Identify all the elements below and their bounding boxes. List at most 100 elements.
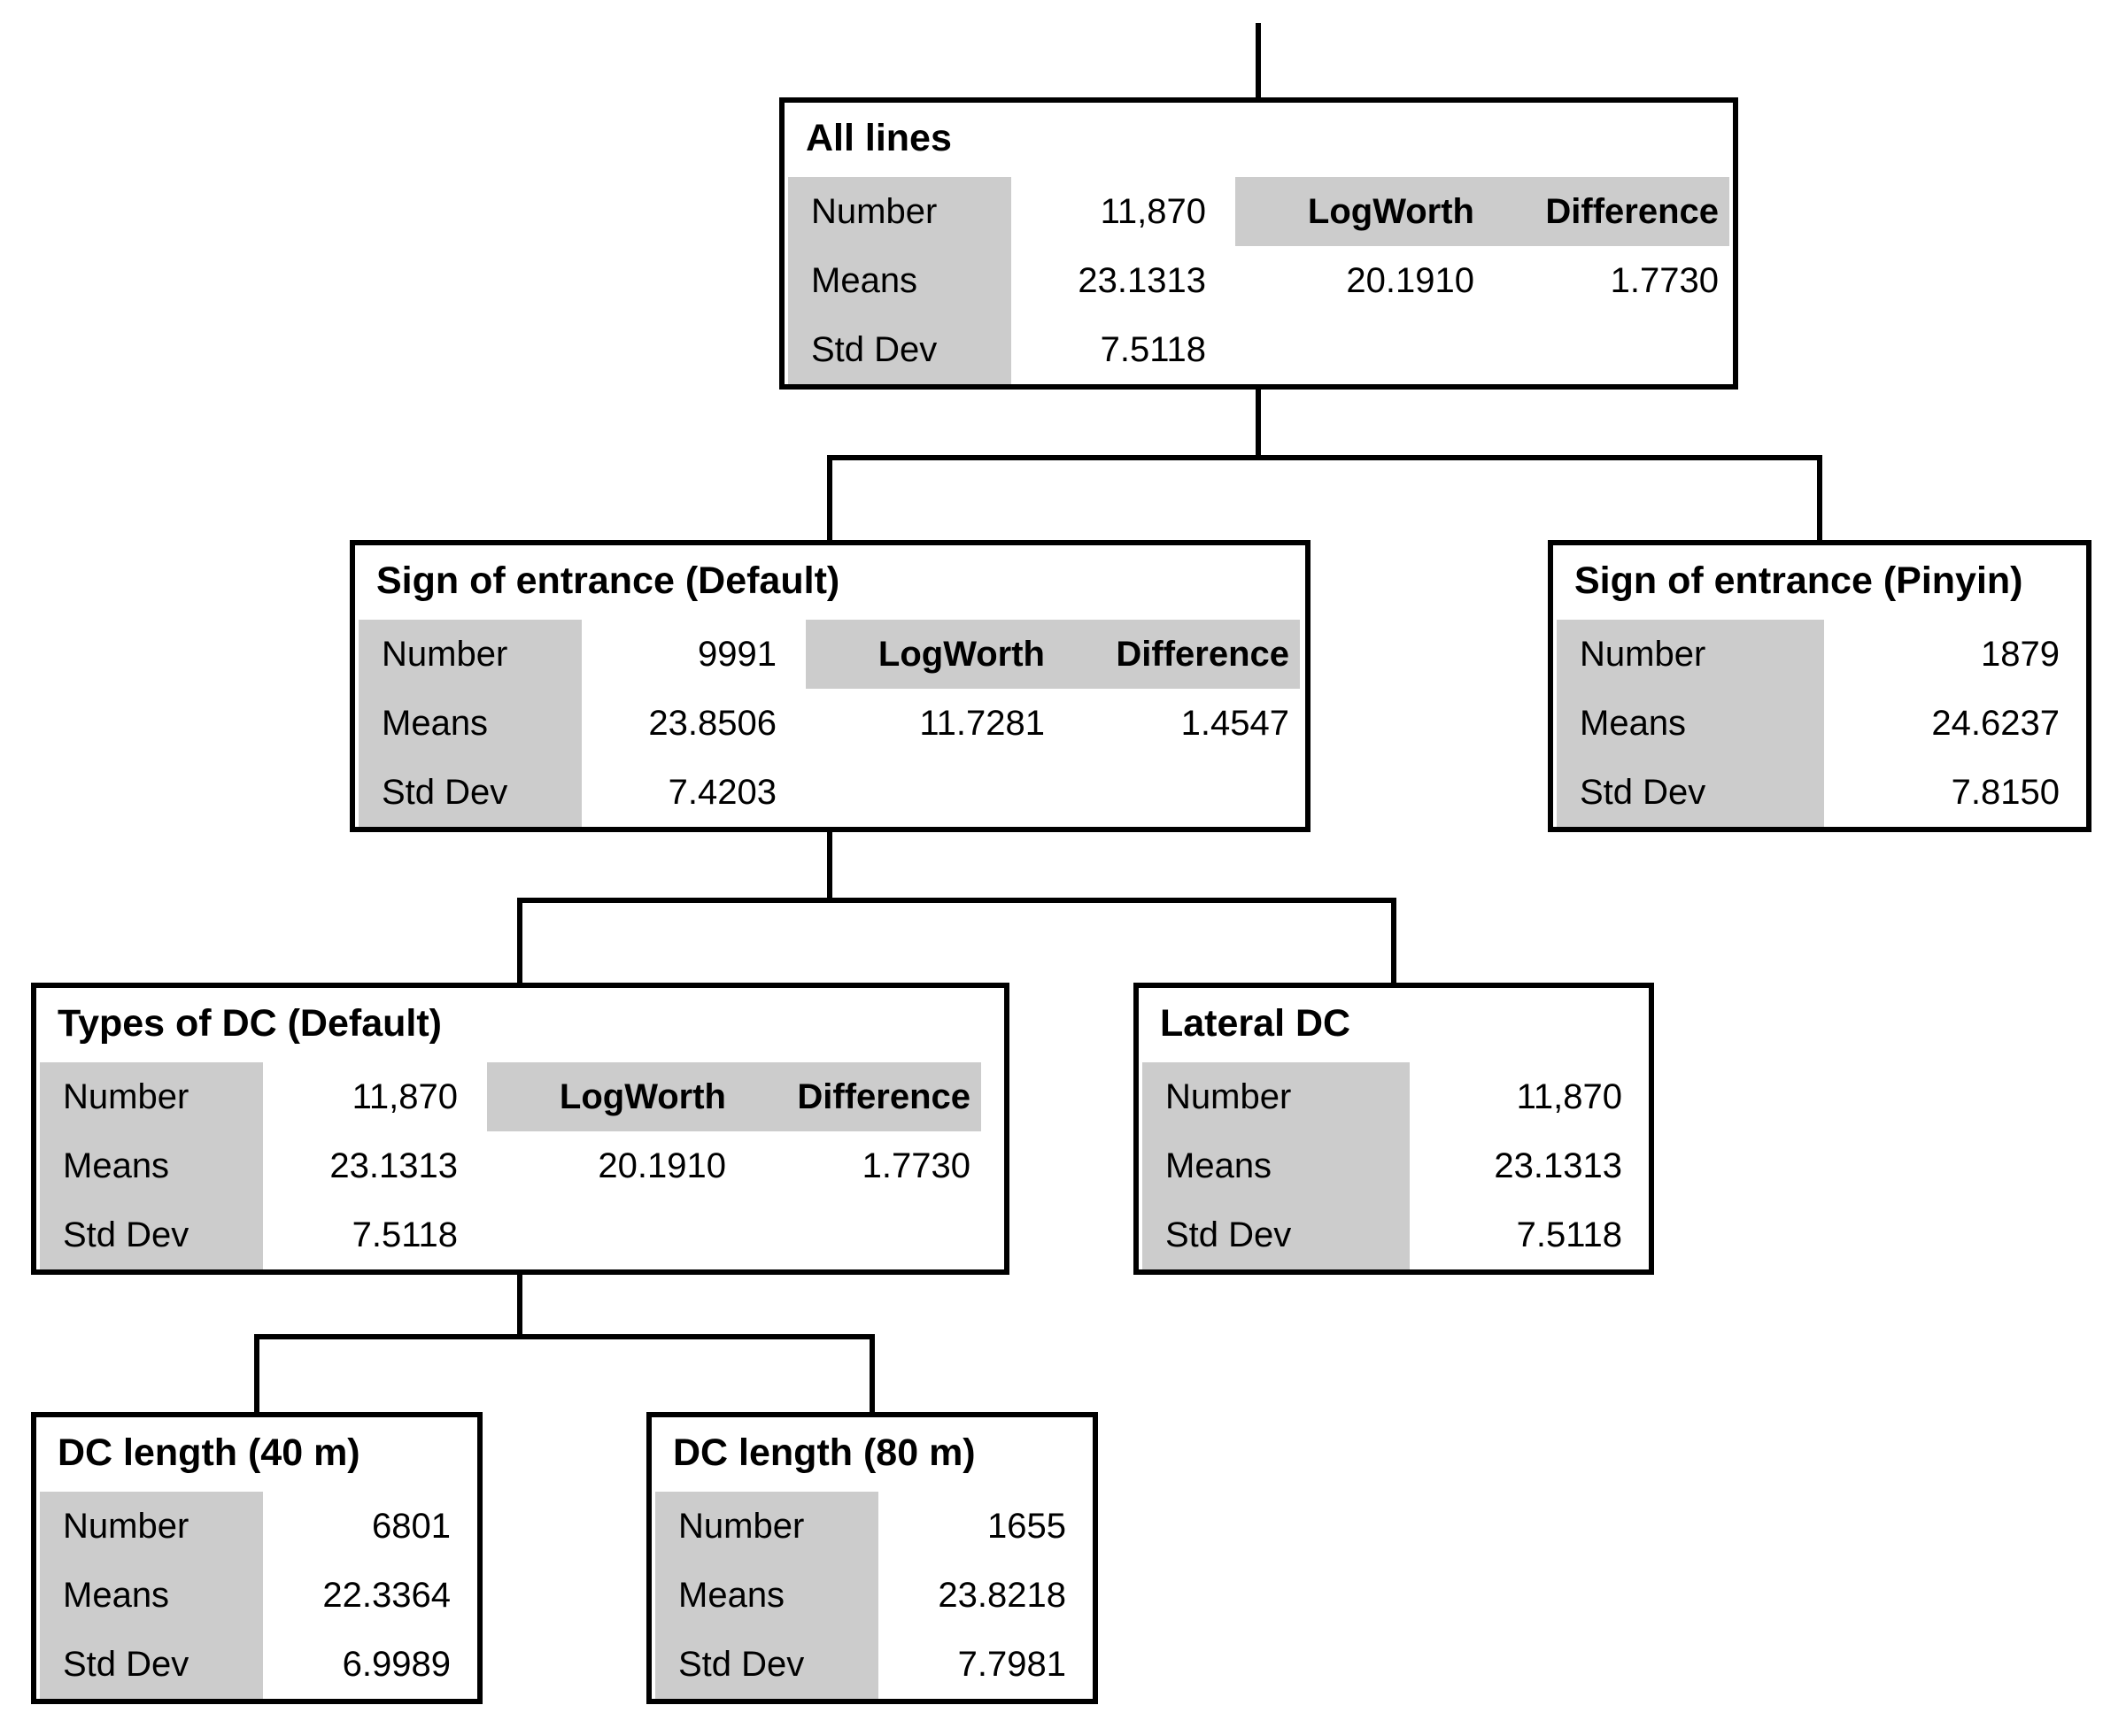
stat-row-means: Means 22.3364 bbox=[40, 1561, 477, 1630]
node-title: All lines bbox=[806, 116, 952, 159]
value-means: 22.3364 bbox=[322, 1575, 451, 1615]
value-difference: 1.4547 bbox=[1180, 703, 1289, 743]
value-difference: 1.7730 bbox=[1610, 260, 1719, 300]
stat-row-stddev: Std Dev 7.8150 bbox=[1557, 758, 2086, 827]
stats-table: Number 9991 LogWorth Difference Means 23… bbox=[355, 620, 1305, 827]
value-difference: 1.7730 bbox=[862, 1146, 970, 1185]
row-label-means: Means bbox=[655, 1561, 878, 1630]
value-stddev: 7.5118 bbox=[1100, 329, 1206, 369]
tree-connector-level3-horizontal bbox=[517, 898, 1396, 903]
node-all-lines: All lines Number 11,870 LogWorth Differe… bbox=[779, 97, 1738, 390]
value-number: 11,870 bbox=[352, 1076, 458, 1116]
stat-row-number: Number 6801 bbox=[40, 1492, 477, 1561]
value-stddev: 7.8150 bbox=[1951, 772, 2060, 812]
value-logworth: 11.7281 bbox=[919, 703, 1045, 743]
stat-row-means: Means 23.1313 20.1910 1.7730 bbox=[788, 246, 1733, 315]
logworth-header: LogWorth bbox=[878, 634, 1045, 674]
value-means: 23.1313 bbox=[329, 1146, 458, 1185]
tree-connector-typesdc-down bbox=[517, 1275, 522, 1339]
split-header: LogWorth Difference bbox=[806, 620, 1300, 689]
value-stddev: 7.5118 bbox=[1516, 1215, 1622, 1254]
value-number: 11,870 bbox=[1100, 191, 1206, 231]
node-dc-length-40m: DC length (40 m) Number 6801 Means 22.33… bbox=[31, 1412, 483, 1704]
stats-table: Number 6801 Means 22.3364 Std Dev 6.9989 bbox=[36, 1492, 477, 1699]
value-means: 23.1313 bbox=[1494, 1146, 1622, 1185]
tree-connector-to-dc40 bbox=[254, 1334, 259, 1412]
stat-row-means: Means 24.6237 bbox=[1557, 689, 2086, 758]
stat-row-stddev: Std Dev 6.9989 bbox=[40, 1630, 477, 1699]
node-dc-length-80m: DC length (80 m) Number 1655 Means 23.82… bbox=[646, 1412, 1098, 1704]
value-logworth: 20.1910 bbox=[1346, 260, 1474, 300]
row-label-stddev: Std Dev bbox=[1557, 758, 1824, 827]
row-label-number: Number bbox=[40, 1492, 263, 1561]
logworth-header: LogWorth bbox=[559, 1076, 726, 1116]
row-label-stddev: Std Dev bbox=[1142, 1200, 1410, 1269]
tree-connector-to-sign-pinyin bbox=[1817, 455, 1822, 540]
value-number: 9991 bbox=[698, 634, 777, 674]
node-title: DC length (80 m) bbox=[673, 1431, 976, 1474]
logworth-header: LogWorth bbox=[1307, 191, 1474, 231]
row-label-means: Means bbox=[359, 689, 582, 758]
node-types-of-dc-default: Types of DC (Default) Number 11,870 LogW… bbox=[31, 983, 1009, 1275]
stats-table: Number 1655 Means 23.8218 Std Dev 7.7981 bbox=[652, 1492, 1093, 1699]
tree-connector-level4-horizontal bbox=[254, 1334, 875, 1339]
row-label-number: Number bbox=[1557, 620, 1824, 689]
tree-connector-to-lateral-dc bbox=[1391, 898, 1396, 983]
stat-row-number: Number 11,870 bbox=[1142, 1062, 1649, 1131]
stat-row-means: Means 23.8506 11.7281 1.4547 bbox=[359, 689, 1305, 758]
row-label-stddev: Std Dev bbox=[40, 1200, 263, 1269]
stat-row-number: Number 1655 bbox=[655, 1492, 1093, 1561]
value-number: 6801 bbox=[372, 1506, 451, 1546]
row-label-number: Number bbox=[1142, 1062, 1410, 1131]
tree-connector-to-types-dc bbox=[517, 898, 522, 983]
row-label-number: Number bbox=[655, 1492, 878, 1561]
stats-table: Number 11,870 Means 23.1313 Std Dev 7.51… bbox=[1139, 1062, 1649, 1269]
stat-row-means: Means 23.1313 bbox=[1142, 1131, 1649, 1200]
tree-connector-level2-horizontal bbox=[827, 455, 1822, 460]
row-label-stddev: Std Dev bbox=[788, 315, 1011, 384]
stats-table: Number 1879 Means 24.6237 Std Dev 7.8150 bbox=[1553, 620, 2086, 827]
stat-row-stddev: Std Dev 7.5118 bbox=[1142, 1200, 1649, 1269]
split-header: LogWorth Difference bbox=[1235, 177, 1729, 246]
stat-row-stddev: Std Dev 7.4203 bbox=[359, 758, 1305, 827]
row-label-number: Number bbox=[788, 177, 1011, 246]
stats-table: Number 11,870 LogWorth Difference Means … bbox=[36, 1062, 1004, 1269]
value-number: 11,870 bbox=[1516, 1076, 1622, 1116]
value-means: 24.6237 bbox=[1931, 703, 2060, 743]
node-lateral-dc: Lateral DC Number 11,870 Means 23.1313 S… bbox=[1133, 983, 1654, 1275]
row-label-means: Means bbox=[788, 246, 1011, 315]
row-label-stddev: Std Dev bbox=[40, 1630, 263, 1699]
tree-connector-allines-down bbox=[1256, 390, 1261, 460]
split-header: LogWorth Difference bbox=[487, 1062, 981, 1131]
row-label-stddev: Std Dev bbox=[359, 758, 582, 827]
stat-row-number: Number 1879 bbox=[1557, 620, 2086, 689]
tree-connector-to-dc80 bbox=[870, 1334, 875, 1412]
node-title: Sign of entrance (Default) bbox=[376, 559, 840, 602]
stats-table: Number 11,870 LogWorth Difference Means … bbox=[785, 177, 1733, 384]
tree-connector-signdefault-down bbox=[827, 832, 832, 903]
difference-header: Difference bbox=[1545, 191, 1719, 231]
stat-row-stddev: Std Dev 7.5118 bbox=[40, 1200, 1004, 1269]
node-title: Sign of entrance (Pinyin) bbox=[1574, 559, 2023, 602]
row-label-means: Means bbox=[40, 1561, 263, 1630]
row-label-means: Means bbox=[1142, 1131, 1410, 1200]
value-means: 23.1313 bbox=[1078, 260, 1206, 300]
value-number: 1879 bbox=[1981, 634, 2060, 674]
stat-row-number: Number 11,870 LogWorth Difference bbox=[40, 1062, 1004, 1131]
tree-connector-to-sign-default bbox=[827, 455, 832, 540]
stat-row-number: Number 9991 LogWorth Difference bbox=[359, 620, 1305, 689]
row-label-number: Number bbox=[359, 620, 582, 689]
stat-row-number: Number 11,870 LogWorth Difference bbox=[788, 177, 1733, 246]
stat-row-stddev: Std Dev 7.7981 bbox=[655, 1630, 1093, 1699]
difference-header: Difference bbox=[1116, 634, 1289, 674]
value-means: 23.8218 bbox=[938, 1575, 1066, 1615]
value-logworth: 20.1910 bbox=[598, 1146, 726, 1185]
node-sign-entrance-default: Sign of entrance (Default) Number 9991 L… bbox=[350, 540, 1311, 832]
row-label-stddev: Std Dev bbox=[655, 1630, 878, 1699]
value-stddev: 7.7981 bbox=[957, 1644, 1066, 1684]
row-label-number: Number bbox=[40, 1062, 263, 1131]
node-title: DC length (40 m) bbox=[58, 1431, 360, 1474]
tree-connector-top-stub bbox=[1256, 23, 1261, 97]
value-stddev: 6.9989 bbox=[342, 1644, 451, 1684]
node-title: Types of DC (Default) bbox=[58, 1001, 442, 1045]
